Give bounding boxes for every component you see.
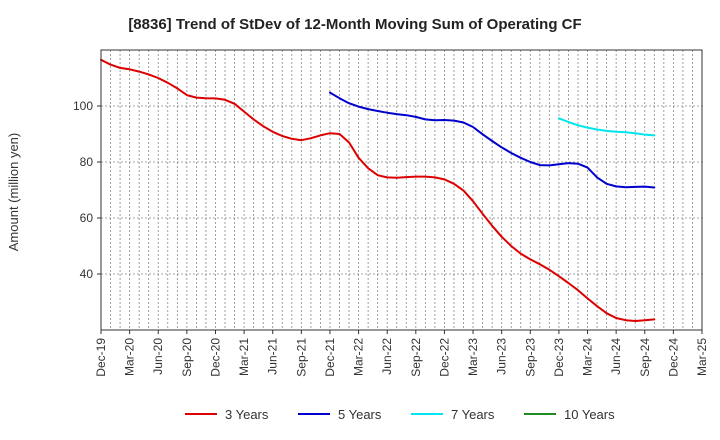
- x-tick-label: Dec-22: [437, 338, 451, 377]
- x-tick-label: Sep-22: [409, 338, 423, 377]
- x-tick-label: Sep-20: [180, 338, 194, 377]
- grid-layer: [101, 50, 702, 330]
- legend-item: 5 Years: [298, 407, 382, 422]
- legend: 3 Years 5 Years 7 Years 10 Years: [185, 407, 615, 422]
- x-tick-label: Dec-21: [323, 338, 337, 377]
- plot-frame: [100, 49, 703, 331]
- x-tick-label: Jun-22: [380, 338, 394, 375]
- legend-item: 10 Years: [524, 407, 615, 422]
- x-tick-label: Dec-20: [208, 338, 222, 377]
- y-tick-labels: 40 60 80 100: [73, 99, 101, 281]
- x-tick-label: Mar-23: [466, 338, 480, 376]
- x-tick-label: Mar-25: [695, 338, 709, 376]
- legend-label: 3 Years: [225, 407, 269, 422]
- series-line-3-years: [100, 58, 656, 322]
- x-tick-label: Sep-23: [523, 338, 537, 377]
- legend-item: 3 Years: [185, 407, 269, 422]
- legend-label: 7 Years: [451, 407, 495, 422]
- x-tick-label: Dec-23: [552, 338, 566, 377]
- series-line-5-years: [329, 91, 656, 189]
- x-tick-label: Dec-24: [666, 338, 680, 377]
- series-layer: [100, 58, 656, 322]
- x-tick-labels: Dec-19 Mar-20 Jun-20 Sep-20 Dec-20 Mar-21 Jun-…: [94, 330, 709, 377]
- x-tick-label: Mar-20: [123, 338, 137, 376]
- y-axis-label: Amount (million yen): [6, 133, 21, 252]
- x-tick-label: Dec-19: [94, 338, 108, 377]
- x-tick-label: Jun-24: [609, 338, 623, 375]
- legend-label: 10 Years: [564, 407, 615, 422]
- series-line-7-years: [557, 117, 656, 137]
- y-tick-label: 40: [80, 267, 94, 281]
- x-tick-label: Mar-21: [237, 338, 251, 376]
- x-tick-label: Jun-23: [495, 338, 509, 375]
- y-tick-label: 80: [80, 155, 94, 169]
- x-tick-label: Jun-20: [151, 338, 165, 375]
- y-tick-label: 100: [73, 99, 93, 113]
- x-tick-label: Sep-21: [294, 338, 308, 377]
- x-tick-label: Mar-22: [352, 338, 366, 376]
- legend-item: 7 Years: [411, 407, 495, 422]
- x-tick-label: Sep-24: [638, 338, 652, 377]
- legend-label: 5 Years: [338, 407, 382, 422]
- chart-title: [8836] Trend of StDev of 12-Month Moving…: [128, 16, 581, 33]
- y-tick-label: 60: [80, 211, 94, 225]
- x-tick-label: Jun-21: [266, 338, 280, 375]
- x-tick-label: Mar-24: [581, 338, 595, 376]
